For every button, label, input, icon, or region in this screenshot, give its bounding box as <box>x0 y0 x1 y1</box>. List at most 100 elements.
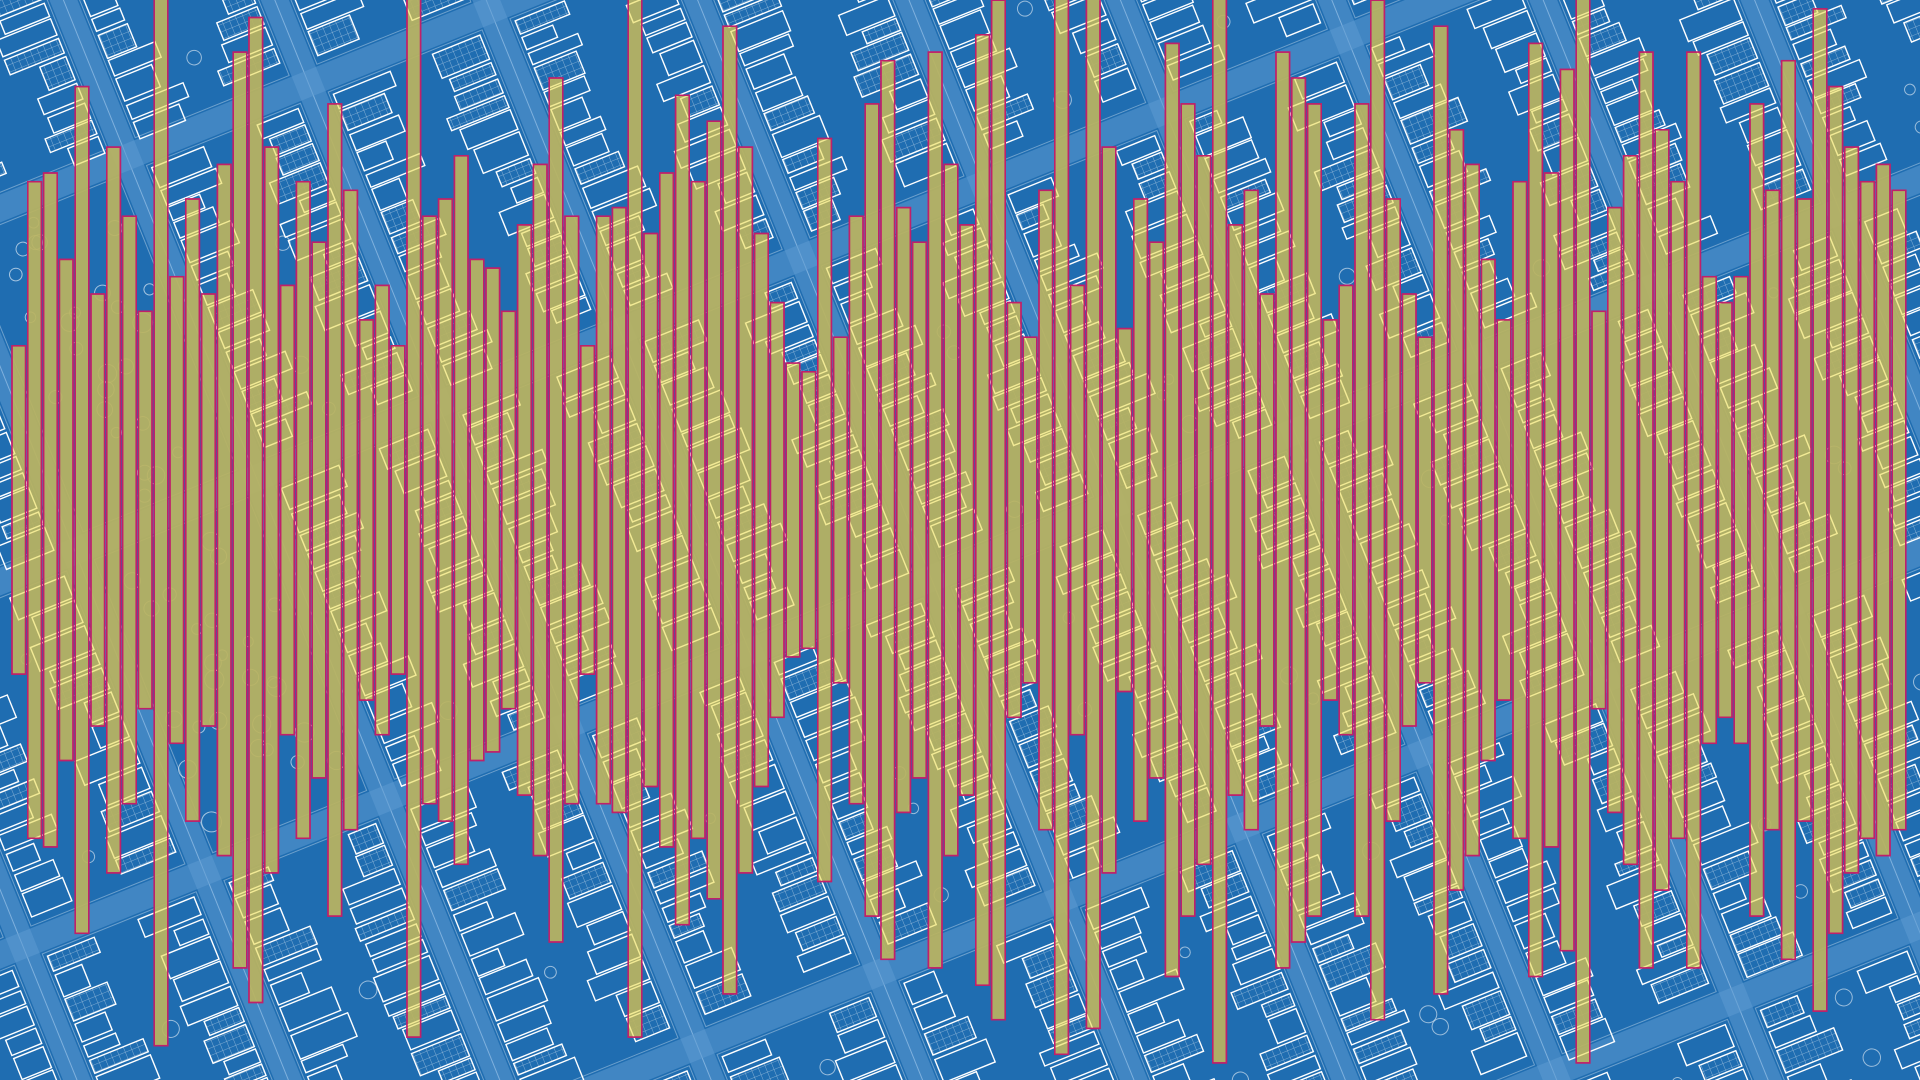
building <box>1845 896 1893 930</box>
tree <box>1431 1017 1449 1036</box>
waveform-bar <box>121 215 137 805</box>
waveform-bar <box>1291 77 1307 943</box>
waveform-bar <box>422 215 438 805</box>
building <box>1911 318 1920 360</box>
tree <box>1016 0 1033 17</box>
block-outline <box>1858 156 1920 514</box>
building <box>1367 1068 1422 1080</box>
building <box>1352 1029 1408 1065</box>
waveform-bar <box>58 258 74 762</box>
building <box>751 840 812 876</box>
waveform-bar <box>42 172 58 848</box>
building <box>1843 878 1886 909</box>
block-outline <box>1079 844 1354 1080</box>
building <box>12 1045 53 1080</box>
waveform-bar <box>690 180 706 840</box>
building <box>354 844 394 878</box>
building <box>306 1064 347 1080</box>
building <box>1151 1062 1193 1080</box>
building <box>1359 1046 1418 1080</box>
block-outline <box>41 891 316 1080</box>
building <box>771 114 830 159</box>
building <box>774 856 819 887</box>
building <box>431 34 491 80</box>
block-outline <box>1547 0 1822 266</box>
building <box>460 911 525 957</box>
building <box>923 1015 978 1056</box>
tree <box>1834 988 1853 1007</box>
building <box>828 996 878 1034</box>
building <box>1383 63 1430 101</box>
building <box>1856 950 1917 995</box>
waveform-bar <box>311 241 327 779</box>
building <box>1311 933 1355 964</box>
block-outline <box>716 991 990 1080</box>
building <box>1543 979 1595 1014</box>
waveform-bar <box>1101 146 1117 874</box>
tree <box>1914 120 1920 134</box>
building-overlay <box>569 661 624 703</box>
building <box>1466 0 1527 30</box>
building-overlay <box>426 310 479 348</box>
building <box>1775 1026 1844 1074</box>
block-outline <box>1572 1018 1847 1080</box>
building <box>349 887 409 925</box>
waveform-bar <box>990 0 1006 1021</box>
building <box>674 929 713 964</box>
building-overlay <box>562 644 617 677</box>
building <box>0 768 20 797</box>
waveform-bar <box>1844 146 1860 874</box>
block-outline <box>223 817 497 1080</box>
waveform-bar <box>169 275 185 745</box>
building <box>1689 0 1734 11</box>
tree <box>1231 1071 1250 1080</box>
building <box>80 0 119 18</box>
waveform-bar <box>1591 310 1607 710</box>
building <box>172 960 230 1003</box>
building <box>763 95 816 132</box>
building-overlay <box>626 493 672 523</box>
waveform-bar <box>1054 0 1070 1056</box>
building <box>215 5 265 42</box>
waveform-bar <box>643 232 659 788</box>
waveform-bar <box>769 301 785 719</box>
building <box>1692 20 1750 57</box>
tree <box>358 980 378 1000</box>
waveform-bar <box>927 51 943 969</box>
building <box>738 33 795 67</box>
waveform-bar <box>1433 25 1449 995</box>
building <box>1461 989 1511 1031</box>
waveform-bar <box>1749 103 1765 917</box>
building <box>300 1043 349 1074</box>
waveform-bar <box>232 51 248 969</box>
building <box>1488 847 1530 879</box>
tree <box>544 965 557 979</box>
building <box>514 0 571 36</box>
waveform-bar <box>801 371 817 650</box>
building <box>332 70 397 110</box>
building <box>1914 1052 1920 1080</box>
building <box>560 861 612 901</box>
building <box>1678 0 1744 43</box>
building <box>459 108 519 151</box>
building <box>520 24 559 51</box>
tree <box>186 49 202 66</box>
building <box>1267 1007 1307 1045</box>
waveform-bar <box>153 0 169 1047</box>
building-overlay <box>508 511 559 550</box>
building-overlay <box>12 455 23 494</box>
building <box>0 161 8 197</box>
block-outline <box>405 744 679 1080</box>
building <box>723 0 783 29</box>
building <box>1049 1046 1109 1080</box>
building <box>645 21 693 54</box>
building <box>1479 1015 1517 1043</box>
building <box>437 1057 477 1080</box>
waveform-bar <box>611 206 627 814</box>
building-overlay <box>394 453 448 495</box>
building <box>470 947 506 978</box>
building <box>512 1043 568 1076</box>
tree <box>1419 1005 1438 1024</box>
building <box>1759 994 1805 1029</box>
building <box>263 947 323 982</box>
